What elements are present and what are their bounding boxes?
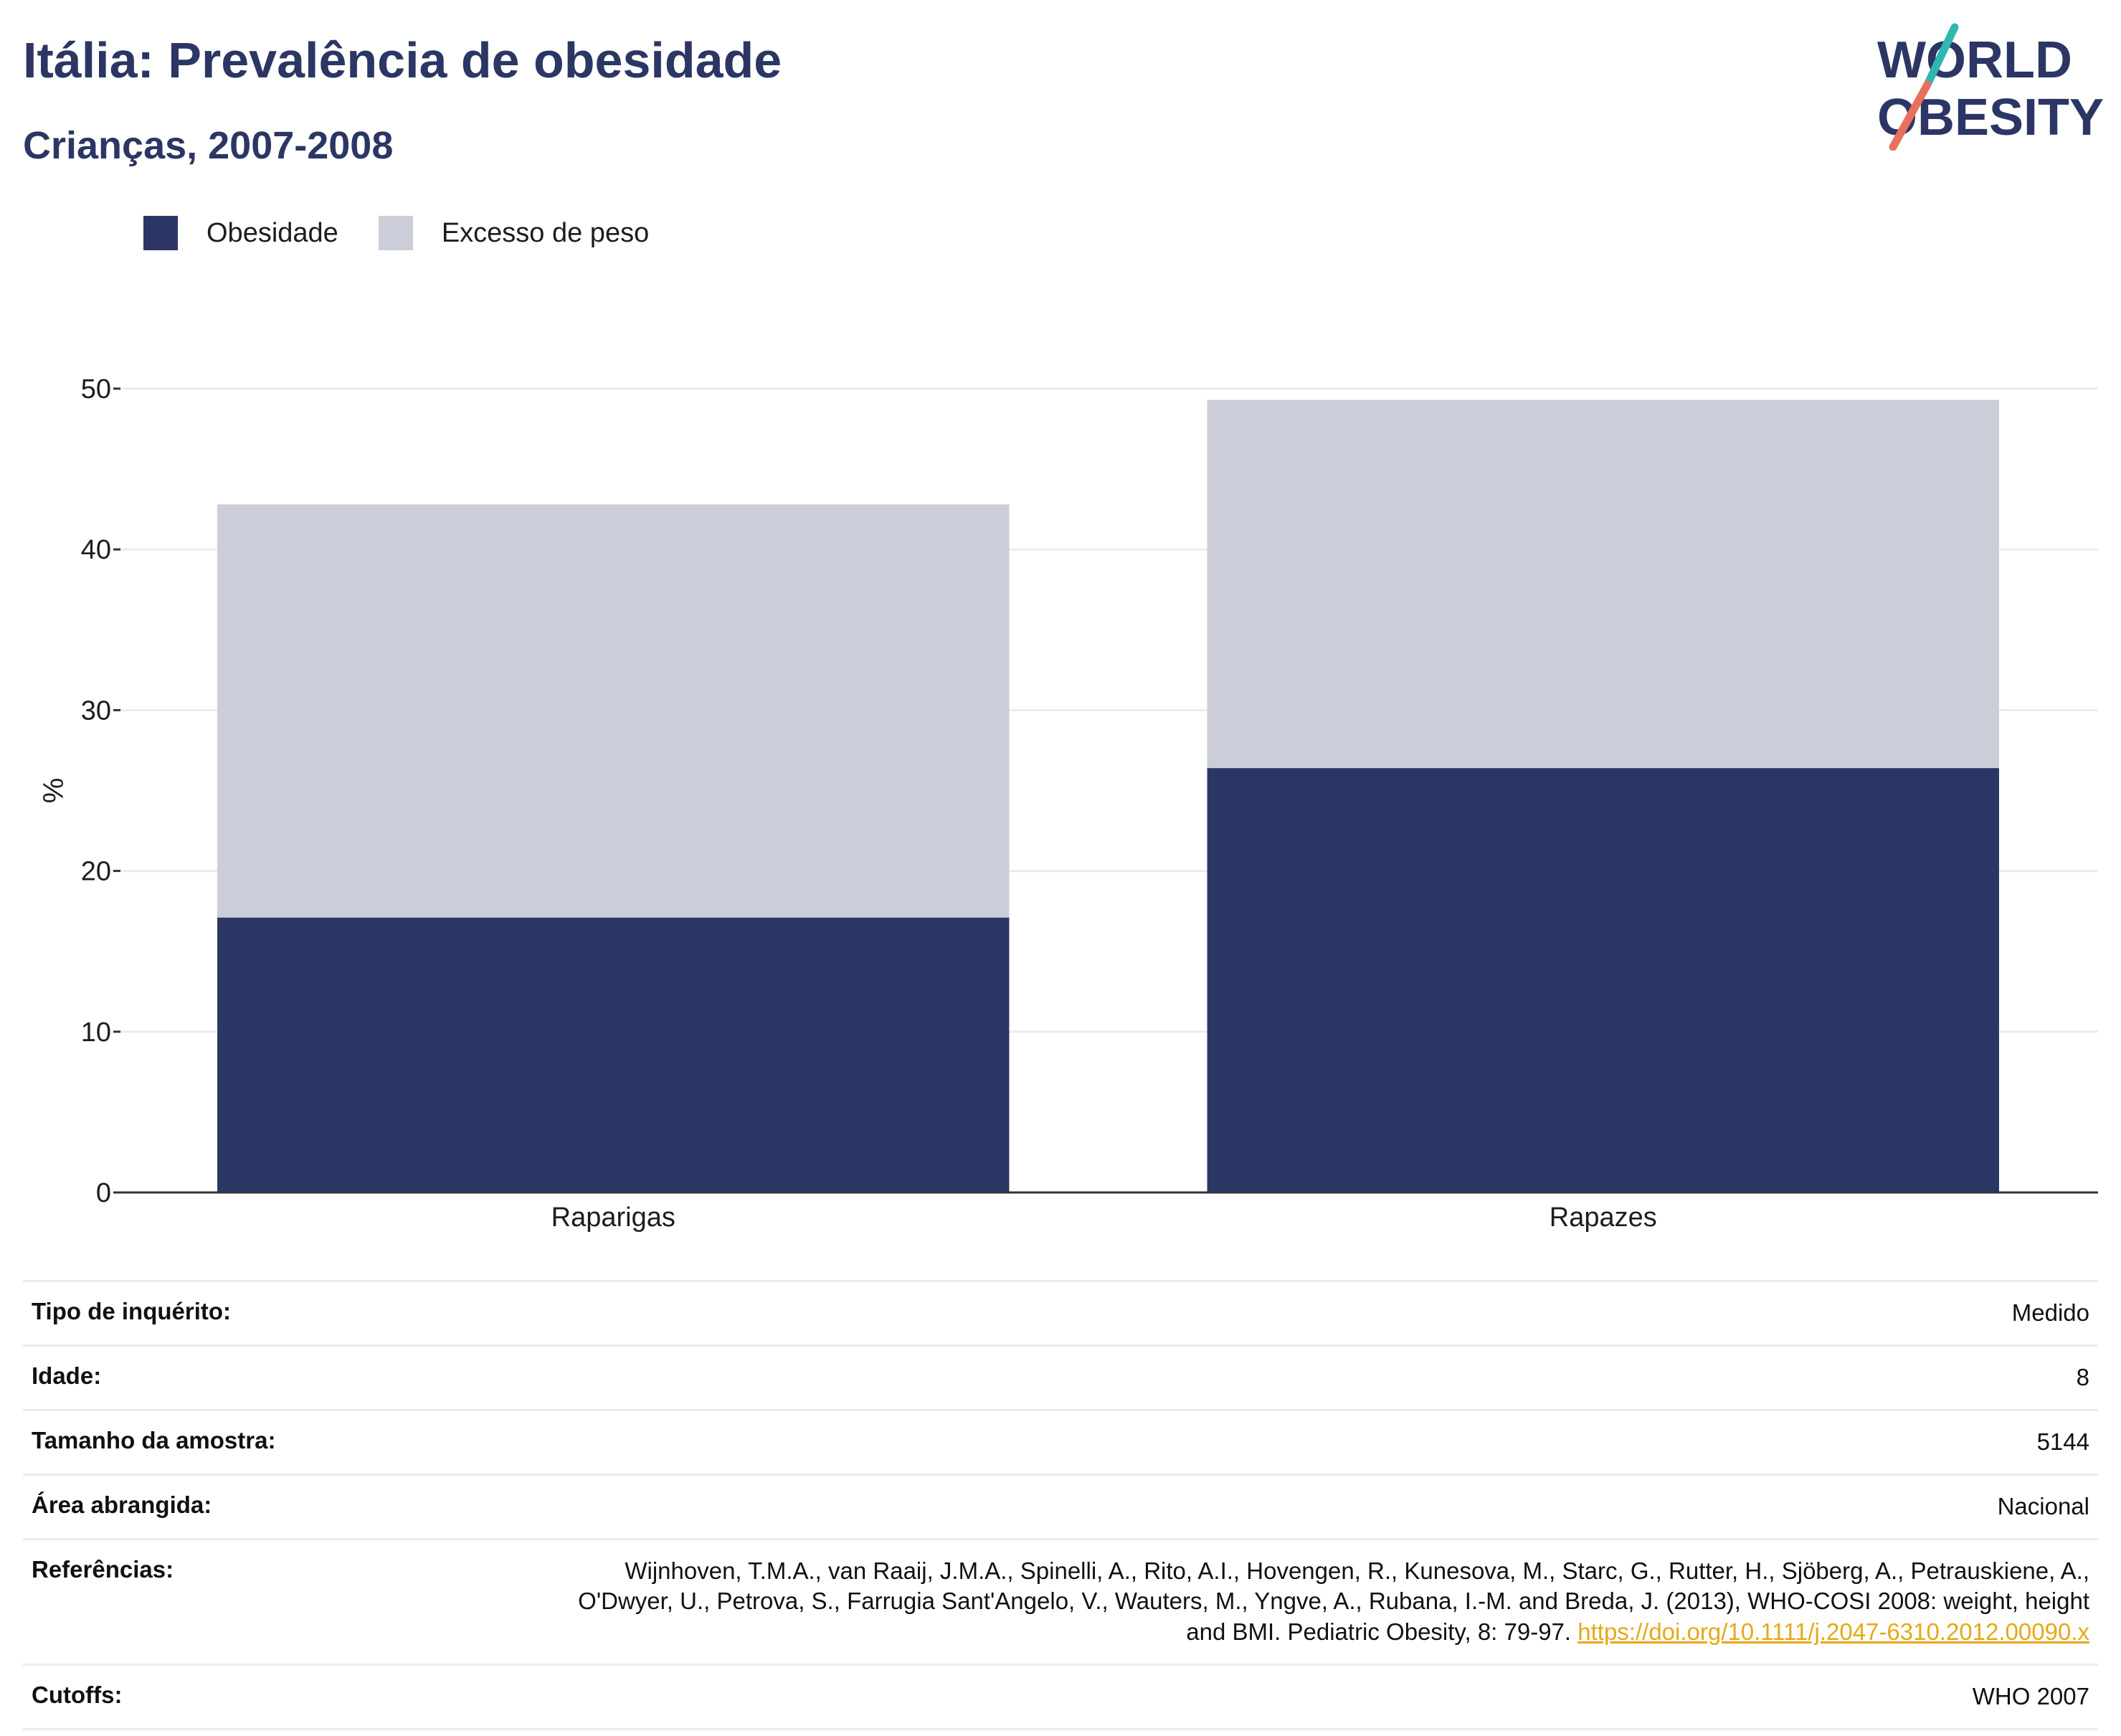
legend-item-obesidade[interactable]: Obesidade [143,216,338,250]
legend-label-obesidade: Obesidade [207,217,338,248]
logo-obesity-text: OBESITY [1877,89,2104,146]
chart-subtitle: Crianças, 2007-2008 [23,124,394,167]
legend-item-excesso-de-peso[interactable]: Excesso de peso [378,216,650,250]
y-tick-label: 40 [81,535,111,565]
chart-legend: Obesidade Excesso de peso [143,214,689,252]
info-value: Nacional [542,1473,2098,1540]
logo-slash-teal [1923,23,1959,89]
info-key: Idade: [23,1344,542,1410]
survey-info-table: Tipo de inquérito: Medido Idade: 8 Taman… [23,1280,2098,1731]
info-row-age: Idade: 8 [23,1344,2098,1410]
info-key: Referências: [23,1537,542,1665]
info-row-area: Área abrangida: Nacional [23,1473,2098,1540]
y-tick-label: 30 [81,696,111,726]
y-tick-label: 10 [81,1018,111,1048]
legend-swatch-obesidade [143,216,178,250]
bar-obesidade [217,917,1010,1192]
y-tick-label: 0 [96,1178,111,1208]
bar-excesso-de-peso [217,504,1010,918]
info-row-survey-type: Tipo de inquérito: Medido [23,1280,2098,1346]
bar-chart: 0 10 20 30 40 50 Raparigas Rapazes% [37,374,2098,1233]
chart-title: Itália: Prevalência de obesidade [23,32,782,88]
info-key: Tamanho da amostra: [23,1408,542,1475]
reference-doi-link[interactable]: https://doi.org/10.1111/j.2047-6310.2012… [1577,1618,2089,1646]
info-value: Wijnhoven, T.M.A., van Raaij, J.M.A., Sp… [542,1537,2098,1665]
info-value: 5144 [542,1408,2098,1475]
logo-world-text: WORLD [1877,32,2072,89]
info-value: WHO 2007 [542,1664,2098,1731]
y-tick-label: 20 [81,857,111,887]
x-tick-label: Rapazes [1550,1203,1657,1233]
bar-obesidade [1207,768,1999,1192]
logo-slash-coral [1889,80,1932,151]
y-axis-label: % [37,778,68,804]
reference-text: Wijnhoven, T.M.A., van Raaij, J.M.A., Sp… [578,1557,2089,1646]
bar-excesso-de-peso [1207,399,1999,769]
info-key: Tipo de inquérito: [23,1280,542,1346]
legend-swatch-excesso-de-peso [378,216,413,250]
info-row-references: Referências: Wijnhoven, T.M.A., van Raai… [23,1537,2098,1665]
x-tick-label: Raparigas [551,1203,675,1233]
info-value: Medido [542,1280,2098,1346]
info-key: Área abrangida: [23,1473,542,1540]
legend-label-excesso-de-peso: Excesso de peso [441,217,650,248]
info-row-cutoffs: Cutoffs: WHO 2007 [23,1664,2098,1731]
info-row-sample-size: Tamanho da amostra: 5144 [23,1408,2098,1475]
y-tick-label: 50 [81,374,111,404]
info-value: 8 [542,1344,2098,1410]
world-obesity-logo: WORLD OBESITY [1877,23,2104,151]
info-key: Cutoffs: [23,1664,542,1731]
